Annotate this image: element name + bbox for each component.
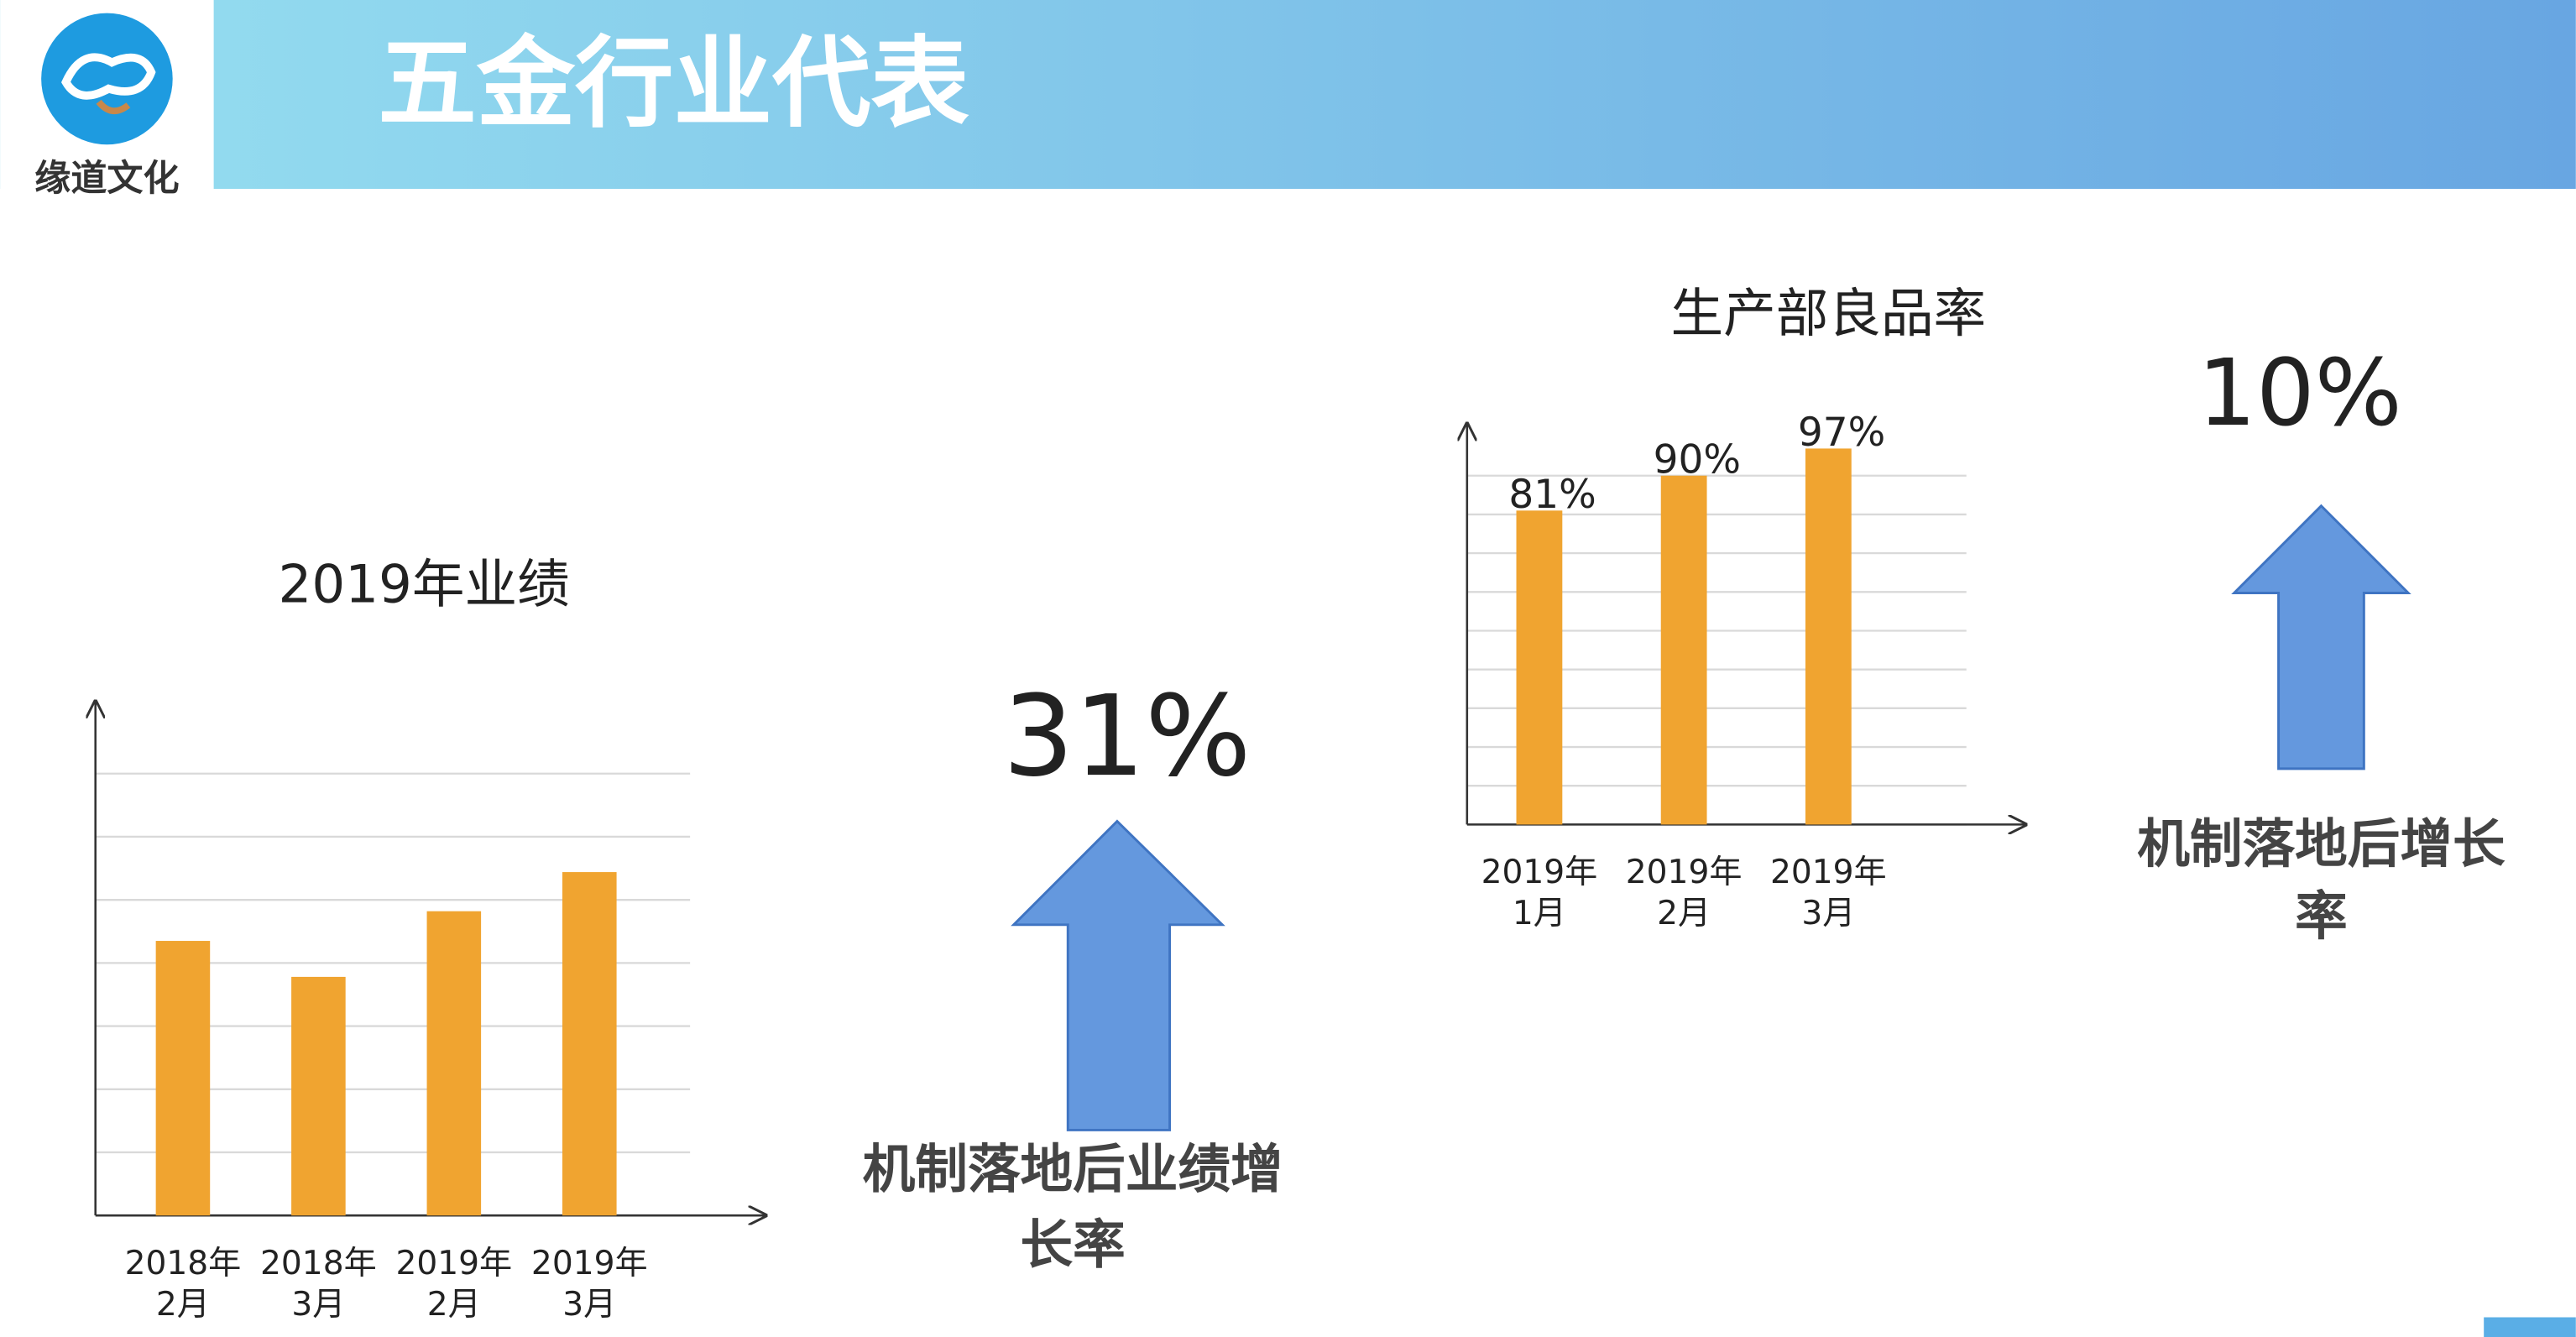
value-label: 90%: [1654, 437, 1741, 483]
highlight-caption: 长率: [1021, 1214, 1126, 1275]
corner-tab: [2484, 1317, 2576, 1337]
x-tick-label: 2019年 3月: [531, 1244, 648, 1323]
logo-mark: [60, 53, 156, 100]
highlight-caption: 率: [2295, 885, 2348, 947]
highlight-figure: 10%: [2197, 339, 2402, 447]
bar: [155, 941, 211, 1216]
value-label: 81%: [1508, 472, 1596, 518]
value-label: 97%: [1798, 410, 1885, 456]
x-tick-label: 2019年 2月: [1626, 854, 1743, 932]
logo-accent: [96, 99, 131, 115]
highlight-figure: 31%: [1003, 671, 1251, 802]
bar: [1516, 510, 1563, 825]
x-tick-label: 2018年 3月: [260, 1244, 377, 1323]
x-tick-label: 2018年 2月: [125, 1244, 242, 1323]
bar: [1660, 475, 1707, 825]
chart-title: 生产部良品率: [1671, 283, 1987, 344]
x-tick-label: 2019年 3月: [1770, 854, 1887, 932]
slide-title: 五金行业代表: [378, 26, 969, 141]
chart-title: 2019年业绩: [279, 554, 570, 615]
logo-circle: [41, 13, 173, 145]
highlight-caption: 机制落地后业绩增: [863, 1138, 1283, 1199]
bar: [562, 872, 617, 1216]
x-tick-label: 2019年 1月: [1481, 854, 1598, 932]
highlight-caption: 机制落地后增长: [2137, 813, 2505, 875]
bar: [1805, 448, 1852, 825]
up-arrow: [1011, 819, 1225, 1131]
header-band: [0, 0, 2576, 190]
up-arrow: [2231, 504, 2411, 770]
bar: [291, 976, 346, 1216]
bar: [426, 911, 482, 1216]
x-tick-label: 2019年 2月: [395, 1244, 512, 1323]
logo-text: 缘道文化: [34, 158, 179, 200]
